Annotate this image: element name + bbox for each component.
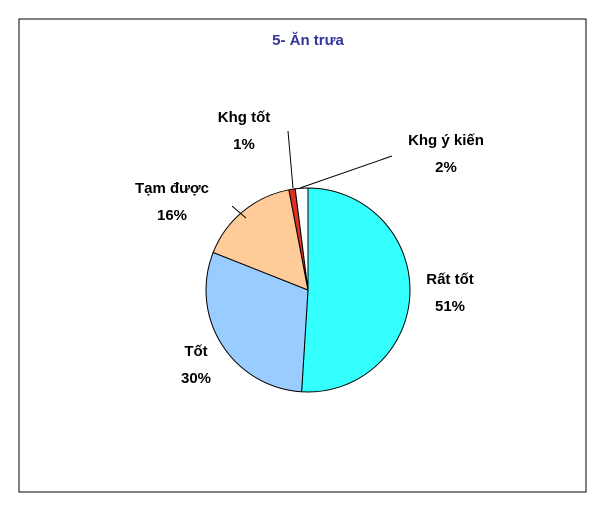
slice-value-label: 51%	[435, 298, 465, 315]
pie-slice	[205, 251, 309, 393]
slice-label: Khg ý kiến	[408, 132, 484, 149]
pie-slice	[294, 187, 309, 291]
pie-slice	[301, 187, 411, 393]
slice-value-label: 1%	[233, 136, 255, 153]
slice-value-label: 30%	[181, 370, 211, 387]
slice-label: Rất tốt	[426, 271, 474, 288]
slice-label: Tạm được	[135, 180, 209, 197]
slice-value-label: 2%	[435, 159, 457, 176]
leader-line	[299, 155, 393, 189]
slice-label: Khg tốt	[218, 109, 270, 126]
slice-value-label: 16%	[157, 207, 187, 224]
leader-line	[287, 130, 294, 189]
pie-slice	[212, 189, 309, 291]
chart-title: 5- Ăn trưa	[272, 32, 344, 49]
slice-label: Tốt	[184, 343, 207, 360]
leader-line	[231, 205, 247, 219]
